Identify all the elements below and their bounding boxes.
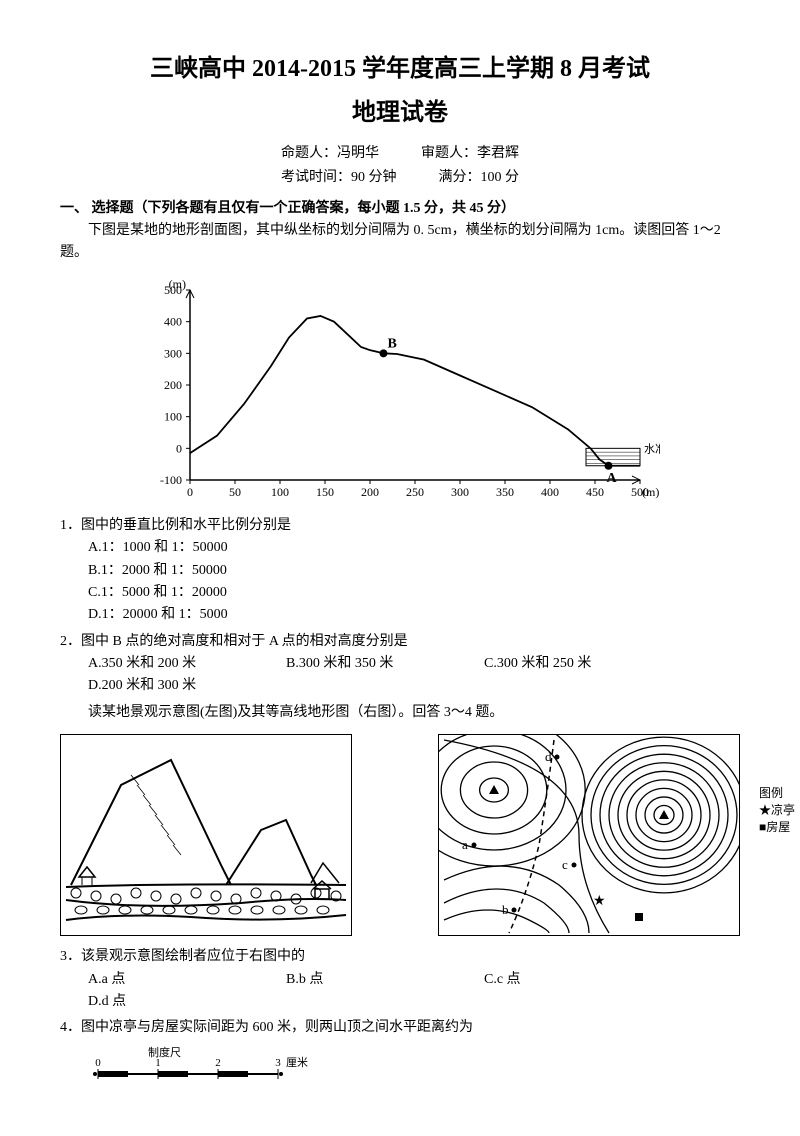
svg-text:1: 1 xyxy=(155,1057,161,1069)
svg-text:450: 450 xyxy=(586,485,604,499)
q2-opt-c: C.300 米和 250 米 xyxy=(456,653,654,675)
svg-text:水准面: 水准面 xyxy=(644,442,660,455)
svg-text:B: B xyxy=(388,336,397,351)
svg-text:制度尺: 制度尺 xyxy=(148,1046,181,1059)
svg-text:100: 100 xyxy=(164,409,182,423)
q2-opt-a: A.350 米和 200 米 xyxy=(60,653,258,675)
q4-text: 4．图中凉亭与房屋实际间距为 600 米，则两山顶之间水平距离约为 xyxy=(60,1017,740,1039)
q2-text: 2．图中 B 点的绝对高度和相对于 A 点的相对高度分别是 xyxy=(60,631,740,653)
svg-text:50: 50 xyxy=(229,485,241,499)
legend-item-pavilion: ★凉亭 xyxy=(759,802,795,819)
q1-options: A.1：1000 和 1：50000 B.1：2000 和 1：50000 C.… xyxy=(60,537,740,627)
exam-info: 考试时间：90 分钟 满分：100 分 xyxy=(60,167,740,189)
svg-text:(m): (m) xyxy=(642,485,659,499)
q2-opt-b: B.300 米和 350 米 xyxy=(258,653,456,675)
section1-heading: 一、 选择题（下列各题有且仅有一个正确答案，每小题 1.5 分，共 45 分） xyxy=(60,198,740,220)
svg-text:400: 400 xyxy=(541,485,559,499)
svg-text:200: 200 xyxy=(164,378,182,392)
svg-text:d: d xyxy=(545,749,552,764)
q3-options: A.a 点 B.b 点 C.c 点 D.d 点 xyxy=(60,969,740,1014)
svg-text:150: 150 xyxy=(316,485,334,499)
q3-opt-b: B.b 点 xyxy=(258,969,456,991)
svg-text:250: 250 xyxy=(406,485,424,499)
exam-subtitle: 地理试卷 xyxy=(60,94,740,132)
svg-text:a: a xyxy=(462,837,468,852)
map-legend: 图例 ★凉亭 ■房屋 xyxy=(759,785,795,835)
legend-item-house: ■房屋 xyxy=(759,819,795,836)
profile-chart: (m) -100 0 100 200 300 400 500 0 50 100 150 200 250 30… xyxy=(140,275,660,505)
two-map-row: abcd★ 图例 ★凉亭 ■房屋 xyxy=(60,734,740,936)
svg-text:★: ★ xyxy=(593,894,606,909)
svg-text:500: 500 xyxy=(164,283,182,297)
svg-text:c: c xyxy=(562,857,568,872)
svg-text:b: b xyxy=(502,902,509,917)
svg-text:3: 3 xyxy=(275,1057,281,1069)
svg-text:0: 0 xyxy=(187,485,193,499)
contour-map: abcd★ 图例 ★凉亭 ■房屋 xyxy=(438,734,740,936)
q1-opt-a: A.1：1000 和 1：50000 xyxy=(60,537,428,559)
svg-text:-100: -100 xyxy=(160,473,182,487)
q3-opt-a: A.a 点 xyxy=(60,969,258,991)
q1-opt-b: B.1：2000 和 1：50000 xyxy=(60,560,428,582)
svg-text:0: 0 xyxy=(176,441,182,455)
q1-opt-d: D.1：20000 和 1：5000 xyxy=(60,604,428,626)
scalebar: 制度尺 0 1 2 3 厘米 xyxy=(60,1046,740,1086)
svg-text:200: 200 xyxy=(361,485,379,499)
svg-text:300: 300 xyxy=(451,485,469,499)
q3-text: 3．该景观示意图绘制者应位于右图中的 xyxy=(60,946,740,968)
svg-text:厘米: 厘米 xyxy=(286,1056,308,1069)
legend-title: 图例 xyxy=(759,785,795,802)
svg-text:0: 0 xyxy=(95,1057,101,1069)
q2-options: A.350 米和 200 米 B.300 米和 350 米 C.300 米和 2… xyxy=(60,653,740,698)
q1-text: 1．图中的垂直比例和水平比例分别是 xyxy=(60,515,740,537)
q3-opt-d: D.d 点 xyxy=(60,991,258,1013)
svg-text:2: 2 xyxy=(215,1057,221,1069)
q1-opt-c: C.1：5000 和 1：20000 xyxy=(60,582,428,604)
exam-title: 三峡高中 2014-2015 学年度高三上学期 8 月考试 xyxy=(60,50,740,88)
q3-opt-c: C.c 点 xyxy=(456,969,654,991)
landscape-sketch xyxy=(60,734,352,936)
section1-intro: 下图是某地的地形剖面图，其中纵坐标的划分间隔为 0. 5cm，横坐标的划分间隔为… xyxy=(60,220,740,265)
q2-followup: 读某地景观示意图(左图)及其等高线地形图（右图）。回答 3～4 题。 xyxy=(60,702,740,724)
svg-text:100: 100 xyxy=(271,485,289,499)
exam-authors: 命题人：冯明华 审题人：李君辉 xyxy=(60,143,740,165)
svg-text:400: 400 xyxy=(164,314,182,328)
svg-text:300: 300 xyxy=(164,346,182,360)
q2-opt-d: D.200 米和 300 米 xyxy=(60,675,258,697)
svg-text:350: 350 xyxy=(496,485,514,499)
svg-text:A: A xyxy=(607,470,618,485)
